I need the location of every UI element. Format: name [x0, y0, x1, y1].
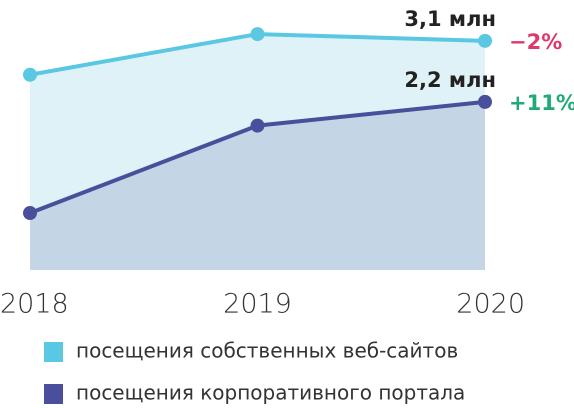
value-label: 3,1 млн [404, 7, 496, 31]
point [478, 33, 492, 48]
change-label: −2% [509, 30, 562, 54]
legend-label: посещения корпоративного портала [76, 381, 465, 405]
value-label: 2,2 млн [404, 68, 496, 92]
change-label: +11% [509, 91, 574, 115]
area [30, 101, 485, 270]
point [250, 27, 265, 42]
point [478, 94, 492, 109]
x-tick-label: 2020 [456, 289, 525, 320]
point [23, 67, 37, 82]
x-tick-label: 2019 [223, 289, 292, 320]
legend-swatch [44, 342, 63, 362]
point [23, 206, 37, 221]
legend-label: посещения собственных веб-сайтов [76, 339, 458, 363]
x-tick-label: 2018 [0, 289, 69, 320]
legend-swatch [44, 384, 63, 404]
point [250, 118, 265, 133]
